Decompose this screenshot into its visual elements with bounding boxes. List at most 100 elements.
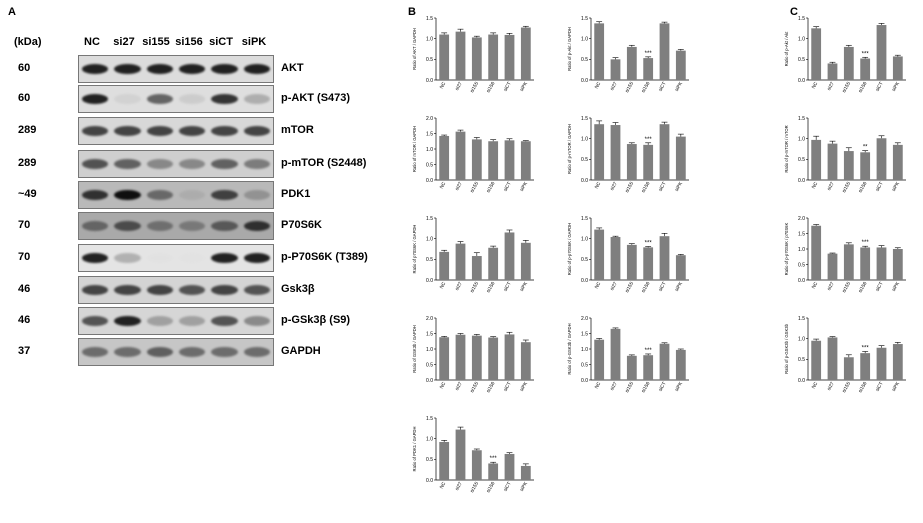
bar bbox=[488, 463, 499, 480]
y-axis-label: Ratio of GSK3b / GAPDH bbox=[412, 325, 417, 372]
protein-band bbox=[179, 159, 206, 169]
y-tick-label: 0.0 bbox=[426, 378, 433, 384]
protein-band bbox=[243, 190, 270, 200]
bar bbox=[843, 357, 854, 380]
bar bbox=[488, 247, 499, 280]
y-tick-label: 0.5 bbox=[426, 362, 433, 368]
protein-band bbox=[211, 347, 238, 357]
x-tick-label: NC bbox=[439, 381, 448, 390]
protein-band bbox=[114, 190, 141, 200]
y-tick-label: 2.0 bbox=[581, 316, 588, 322]
bar bbox=[827, 337, 838, 380]
y-axis-label: Ratio of p-p70S6K / GAPDH bbox=[567, 223, 572, 276]
significance-marker: *** bbox=[862, 240, 870, 246]
blot-strip bbox=[78, 150, 274, 178]
bar bbox=[843, 46, 854, 80]
bar bbox=[643, 58, 654, 80]
x-tick-label: NC bbox=[811, 281, 820, 290]
y-tick-label: 0.0 bbox=[798, 78, 805, 84]
x-tick-label: si156 bbox=[640, 381, 651, 394]
bar bbox=[626, 244, 637, 280]
y-tick-label: 1.5 bbox=[581, 216, 588, 222]
y-tick-label: 1.0 bbox=[798, 36, 805, 42]
y-tick-label: 0.0 bbox=[798, 378, 805, 384]
protein-label: p-mTOR (S2448) bbox=[281, 157, 367, 169]
y-tick-label: 1.0 bbox=[798, 136, 805, 142]
molecular-weight-label: 289 bbox=[18, 124, 37, 136]
x-tick-label: si155 bbox=[469, 81, 480, 94]
y-tick-label: 0.0 bbox=[581, 178, 588, 184]
x-tick-label: si155 bbox=[624, 81, 635, 94]
y-tick-label: 1.0 bbox=[426, 236, 433, 242]
blot-strip bbox=[78, 181, 274, 209]
y-axis-label: Ratio of p-p70S6K / p70S6K bbox=[784, 222, 789, 275]
x-tick-label: siPK bbox=[674, 180, 685, 192]
y-tick-label: 0.5 bbox=[581, 157, 588, 163]
lane-label: si27 bbox=[113, 36, 135, 48]
y-axis-label: Ratio of p-GSK3b / GSK3b bbox=[784, 323, 789, 373]
bar bbox=[659, 343, 670, 380]
protein-band bbox=[114, 126, 141, 136]
protein-band bbox=[82, 347, 109, 357]
protein-label: p-AKT (S473) bbox=[281, 92, 351, 104]
x-tick-label: si156 bbox=[640, 81, 651, 94]
y-tick-label: 1.5 bbox=[798, 231, 805, 237]
bar bbox=[439, 337, 450, 380]
bar bbox=[504, 34, 515, 80]
protein-band bbox=[243, 126, 270, 136]
x-tick-label: NC bbox=[594, 381, 603, 390]
bar bbox=[455, 243, 466, 280]
protein-band bbox=[146, 253, 173, 263]
blot-strip bbox=[78, 55, 274, 83]
y-axis-label: Ratio of p-Akt / Akt bbox=[784, 31, 789, 67]
y-tick-label: 1.0 bbox=[581, 36, 588, 42]
bar bbox=[504, 334, 515, 380]
bar-chart: Ratio of p70S6K / GAPDH 0.0 0.5 1.0 1.5 NC si2… bbox=[412, 216, 534, 294]
y-axis-label: Ratio of p-Akt / GAPDH bbox=[567, 27, 572, 71]
y-tick-label: 0.0 bbox=[426, 478, 433, 484]
x-tick-label: si155 bbox=[469, 181, 480, 194]
x-tick-label: NC bbox=[594, 81, 603, 90]
bar bbox=[659, 23, 670, 80]
protein-label: P70S6K bbox=[281, 219, 322, 231]
bar bbox=[610, 237, 621, 280]
x-tick-label: siCT bbox=[503, 281, 513, 293]
x-tick-label: si27 bbox=[609, 181, 619, 192]
y-axis-label: Ratio of p-mTOR / GAPDH bbox=[567, 124, 572, 174]
bar bbox=[520, 27, 531, 80]
bar bbox=[659, 124, 670, 180]
x-tick-label: siPK bbox=[891, 280, 902, 292]
bar bbox=[876, 247, 887, 280]
protein-band bbox=[179, 190, 206, 200]
protein-label: p-P70S6K (T389) bbox=[281, 251, 368, 263]
protein-label: AKT bbox=[281, 62, 304, 74]
y-tick-label: 0.5 bbox=[426, 257, 433, 263]
y-tick-label: 0.0 bbox=[581, 378, 588, 384]
lane-label: si155 bbox=[142, 36, 170, 48]
y-tick-label: 1.5 bbox=[581, 16, 588, 22]
protein-band bbox=[211, 285, 238, 295]
significance-marker: *** bbox=[490, 456, 498, 462]
bar bbox=[439, 251, 450, 280]
y-tick-label: 0.5 bbox=[426, 162, 433, 168]
x-tick-label: si156 bbox=[857, 181, 868, 194]
significance-marker: *** bbox=[862, 345, 870, 351]
protein-label: PDK1 bbox=[281, 188, 311, 200]
y-axis-label: Ratio of p-mTOR / mTOR bbox=[784, 125, 789, 172]
bar bbox=[504, 232, 515, 280]
x-tick-label: siPK bbox=[674, 80, 685, 92]
bar-chart: Ratio of mTOR / GAPDH 0.0 0.5 1.0 1.5 2.0 NC si… bbox=[412, 116, 534, 194]
bar bbox=[811, 139, 822, 180]
protein-band bbox=[243, 316, 270, 326]
y-tick-label: 1.5 bbox=[426, 216, 433, 222]
bar bbox=[471, 256, 482, 280]
bar bbox=[643, 247, 654, 280]
y-tick-label: 0.0 bbox=[426, 278, 433, 284]
x-tick-label: siPK bbox=[674, 280, 685, 292]
bar bbox=[439, 135, 450, 180]
y-tick-label: 2.0 bbox=[426, 316, 433, 322]
molecular-weight-label: 46 bbox=[18, 314, 31, 326]
bar bbox=[504, 140, 515, 180]
y-tick-label: 1.0 bbox=[581, 136, 588, 142]
bar bbox=[675, 136, 686, 180]
